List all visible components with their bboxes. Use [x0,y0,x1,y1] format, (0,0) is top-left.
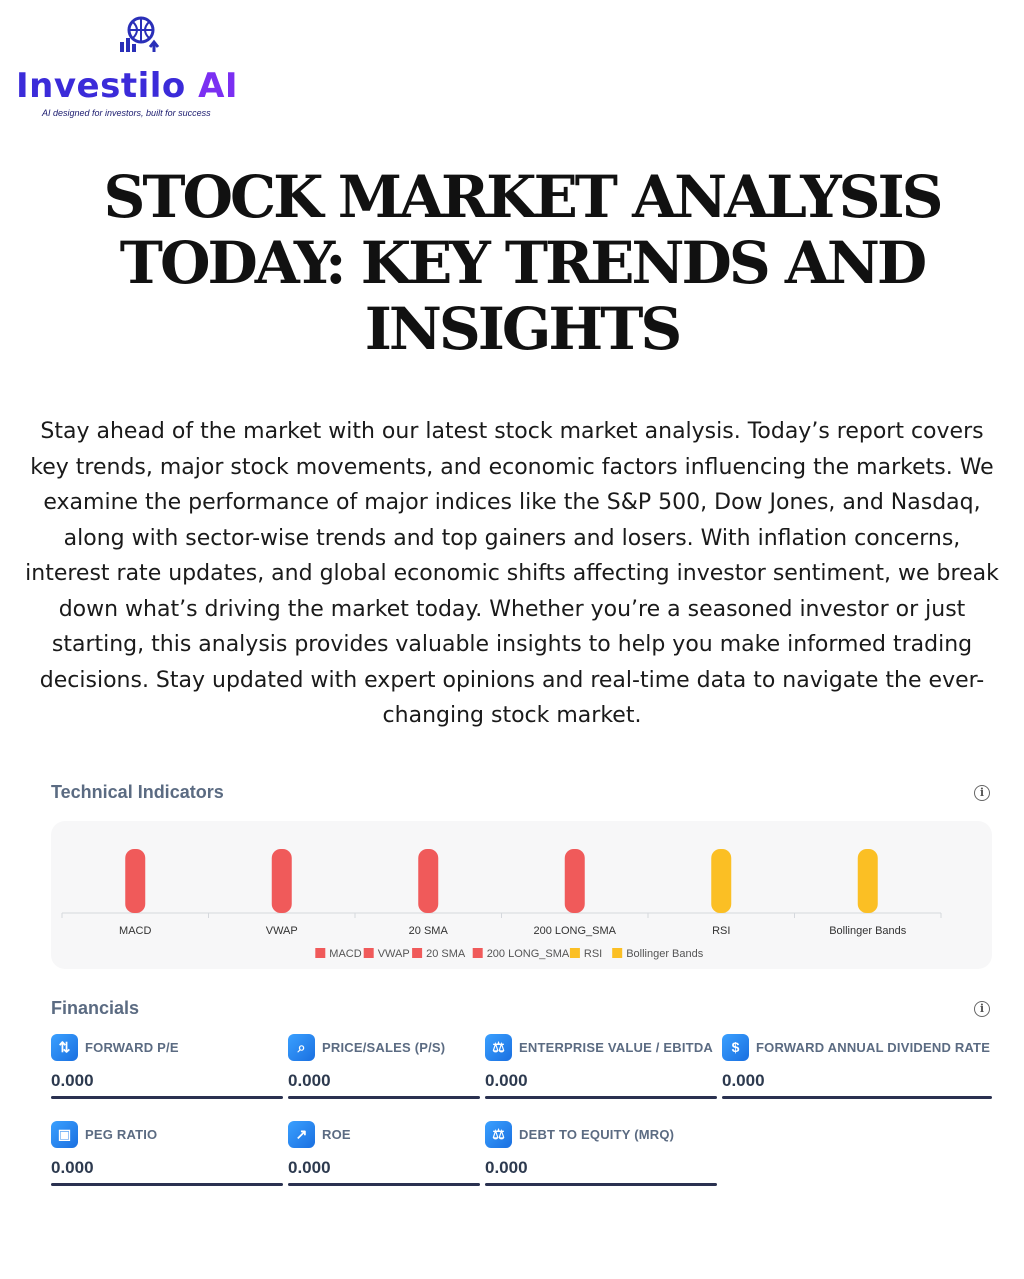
document-dollar-icon: $ [722,1034,749,1061]
legend-swatch[interactable] [363,948,374,958]
financial-value: 0.000 [51,1071,94,1090]
x-tick-label: 200 LONG_SMA [533,925,616,937]
x-tick-label: RSI [712,925,730,937]
financial-label: DEBT TO EQUITY (MRQ) [519,1127,675,1142]
divider [51,1096,283,1099]
x-tick-label: 20 SMA [409,925,449,937]
financial-label: ENTERPRISE VALUE / EBITDA [519,1040,714,1055]
financial-label: PRICE/SALES (P/S) [322,1040,446,1055]
financial-item-price-sales: ⌕ PRICE/SALES (P/S) 0.000 [288,1034,480,1104]
financials-heading: Financials [51,998,140,1018]
financial-label: PEG RATIO [85,1127,158,1142]
financial-item-roe: ↗ ROE 0.000 [288,1121,480,1191]
bar-macd[interactable] [125,849,146,913]
divider [288,1096,480,1099]
sort-arrows-icon: ⇅ [51,1034,78,1061]
financial-item-peg-ratio: ▣ PEG RATIO 0.000 [51,1121,283,1191]
legend-swatch[interactable] [315,948,326,958]
financial-value: 0.000 [51,1158,94,1177]
info-icon[interactable]: i [974,1001,990,1017]
financial-item-ev-ebitda: ⚖ ENTERPRISE VALUE / EBITDA 0.000 [485,1034,717,1104]
legend-label[interactable]: VWAP [378,948,410,960]
divider [485,1183,717,1186]
financial-value: 0.000 [288,1071,331,1090]
indicators-bar-chart: MACD VWAP 20 SMA 200 LONG_SMA RSI Bollinger B… [61,849,942,960]
financial-item-debt-equity: ⚖ DEBT TO EQUITY (MRQ) 0.000 [485,1121,717,1191]
divider [288,1183,480,1186]
x-tick-label: Bollinger Bands [829,925,907,937]
financial-label: FORWARD P/E [85,1040,179,1055]
scale-icon: ⚖ [485,1034,512,1061]
info-icon[interactable]: i [974,785,990,801]
financial-item-dividend-rate: $ FORWARD ANNUAL DIVIDEND RATE 0.000 [722,1034,992,1104]
financial-value: 0.000 [485,1158,528,1177]
legend-swatch[interactable] [569,948,580,958]
technical-indicators-chart: MACD VWAP 20 SMA 200 LONG_SMA RSI Bollinger B… [51,821,992,969]
growth-chart-icon: ↗ [288,1121,315,1148]
legend-swatch[interactable] [412,948,423,958]
bar-200-long-sma[interactable] [564,849,585,913]
legend-swatch[interactable] [472,948,483,958]
magnify-chart-icon: ⌕ [288,1034,315,1061]
x-tick-label: VWAP [266,925,298,937]
x-tick-label: MACD [119,925,151,937]
financial-value: 0.000 [485,1071,528,1090]
divider [485,1096,717,1099]
divider [51,1183,283,1186]
financial-label: FORWARD ANNUAL DIVIDEND RATE [756,1040,991,1055]
brand-tagline: AI designed for investors, built for suc… [42,108,211,118]
legend-label[interactable]: Bollinger Bands [626,948,704,960]
intro-paragraph: Stay ahead of the market with our latest… [25,419,999,728]
brand-name: Investilo AI [16,66,239,106]
bar-20-sma[interactable] [418,849,439,913]
legend-label[interactable]: RSI [584,948,602,960]
financial-value: 0.000 [722,1071,765,1090]
globe-building-chart-icon [120,16,160,52]
page-title: STOCK MARKET ANALYSIS TODAY: KEY TRENDS … [103,163,943,363]
financial-label: ROE [322,1127,351,1142]
bar-rsi[interactable] [711,849,732,913]
technical-indicators-heading: Technical Indicators [51,782,224,802]
legend-label[interactable]: 200 LONG_SMA [487,948,570,960]
divider [722,1096,992,1099]
financial-value: 0.000 [288,1158,331,1177]
bar-bollinger-bands[interactable] [857,849,878,913]
cash-icon: ▣ [51,1121,78,1148]
financial-item-forward-pe: ⇅ FORWARD P/E 0.000 [51,1034,283,1104]
brand-logo[interactable]: Investilo AI AI designed for investors, … [14,12,274,122]
bar-vwap[interactable] [271,849,292,913]
legend-label[interactable]: MACD [329,948,361,960]
legend-label[interactable]: 20 SMA [426,948,466,960]
balance-icon: ⚖ [485,1121,512,1148]
legend-swatch[interactable] [612,948,623,958]
